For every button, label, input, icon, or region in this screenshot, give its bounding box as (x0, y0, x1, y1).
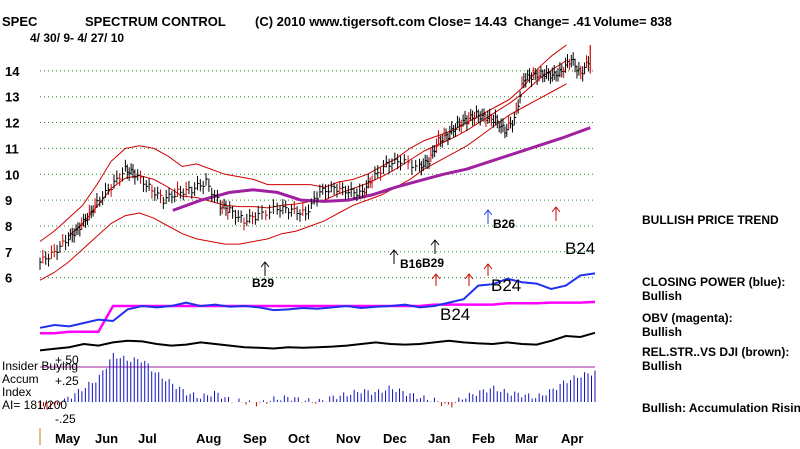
bollinger-lower (39, 83, 567, 281)
signal-label: B24 (491, 276, 521, 295)
volume-value: Volume= 838 (593, 14, 672, 29)
x-tick-label: May (55, 431, 81, 446)
change-value: Change= .41 (514, 14, 591, 29)
signal-label: B29 (422, 256, 444, 270)
signal-arrow-head (464, 273, 474, 280)
copyright-label: (C) 2010 www.tigersoft.com (255, 14, 425, 29)
x-tick-label: Feb (472, 431, 495, 446)
company-name: SPECTRUM CONTROL (85, 14, 226, 29)
signal-label: B16 (400, 257, 422, 271)
accum-tick-minus25: -.25 (55, 412, 76, 426)
y-tick-label: 13 (5, 90, 19, 105)
y-tick-label: 14 (5, 64, 20, 79)
rel-strength-line (39, 331, 596, 352)
trend-label: BULLISH PRICE TREND (642, 213, 779, 227)
y-axis: 14 13 12 11 10 9 8 7 6 (5, 64, 20, 286)
accum-label: Accum (2, 372, 39, 386)
closing-power-value: Bullish (642, 289, 682, 303)
x-tick-label: Aug (196, 431, 221, 446)
y-tick-label: 10 (5, 167, 19, 182)
signal-arrow-head (431, 273, 441, 280)
accumulation-panel (39, 352, 596, 410)
bollinger-upper (39, 44, 567, 242)
obv-line (40, 300, 596, 335)
y-tick-label: 8 (5, 219, 12, 234)
closing-power-label: CLOSING POWER (blue): (642, 275, 785, 289)
short-moving-average (68, 60, 567, 237)
signal-arrow-head (430, 239, 440, 246)
signal-arrow-head (483, 263, 493, 270)
accum-tick-plus50: +.50 (55, 353, 79, 367)
moving-average-line (172, 126, 591, 212)
index-label: Index (2, 385, 31, 399)
close-value: Close= 14.43 (428, 14, 507, 29)
moving-average (172, 126, 591, 212)
signal-label: B26 (493, 217, 515, 231)
accumulation-status: Bullish: Accumulation Rising (642, 401, 800, 415)
insider-buying-label: Insider Buying (2, 359, 78, 373)
price-bars (39, 45, 591, 270)
rel-strength-value: Bullish (642, 359, 682, 373)
x-tick-label: Apr (561, 431, 583, 446)
x-axis: May Jun Jul Aug Sep Oct Nov Dec Jan Feb Mar Apr (39, 428, 583, 446)
signal-label: B24 (565, 239, 595, 258)
signal-arrow-head (389, 249, 399, 256)
y-tick-label: 11 (5, 141, 19, 156)
relative-strength-panel (39, 331, 596, 352)
x-tick-label: Jan (428, 431, 450, 446)
y-tick-label: 6 (5, 271, 12, 286)
x-tick-label: Sep (243, 431, 267, 446)
y-tick-label: 9 (5, 193, 12, 208)
signal-label: B24 (440, 305, 470, 324)
signal-arrow-head (260, 261, 270, 268)
rel-strength-label: REL.STR..VS DJI (brown): (642, 345, 789, 359)
signal-arrow-head (483, 209, 493, 216)
date-range: 4/ 30/ 9- 4/ 27/ 10 (30, 31, 124, 45)
y-tick-label: 12 (5, 116, 19, 131)
x-tick-label: Dec (383, 431, 407, 446)
x-tick-label: Jun (95, 431, 118, 446)
x-tick-label: Oct (288, 431, 310, 446)
signal-arrow-head (551, 206, 561, 213)
accum-tick-plus25: +.25 (55, 374, 79, 388)
x-tick-label: Nov (336, 431, 361, 446)
obv-label: OBV (magenta): (642, 311, 733, 325)
symbol-label: SPEC (2, 14, 38, 29)
ai-value: AI= 181/200 (2, 398, 67, 412)
signal-label: B29 (252, 276, 274, 290)
obv-value: Bullish (642, 325, 682, 339)
x-tick-label: Mar (515, 431, 538, 446)
closing-power-line (39, 272, 596, 329)
closing-power-panel (39, 272, 596, 335)
y-tick-label: 7 (5, 245, 12, 260)
x-tick-label: Jul (138, 431, 157, 446)
